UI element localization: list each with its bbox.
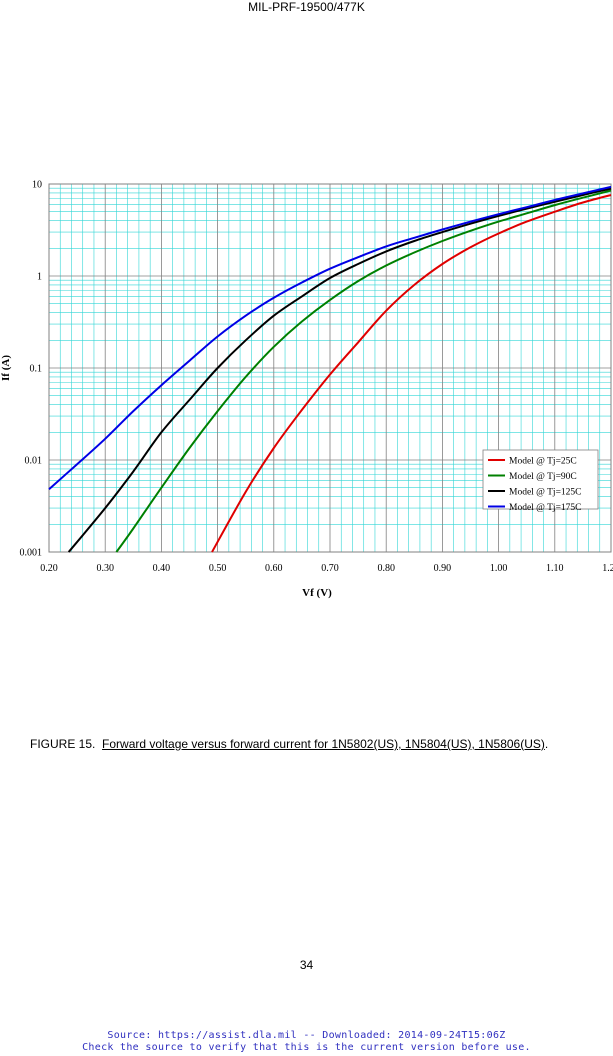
figure-title-period: . [544, 737, 549, 751]
x-tick-label: 0.80 [377, 563, 395, 574]
source-line: Source: https://assist.dla.mil -- Downlo… [107, 1030, 506, 1041]
figure-label: FIGURE 15. [30, 737, 96, 751]
plot-frame [48, 183, 612, 553]
legend-entry: Model @ Tj=125C [509, 488, 582, 498]
legend: Model @ Tj=25C Model @ Tj=90C Model @ Tj=1… [482, 449, 599, 513]
series-line-4 [48, 185, 612, 491]
y-tick-label: 10 [32, 180, 42, 191]
y-tick-label: 0.01 [25, 456, 43, 467]
y-axis-label: If (A) [0, 355, 12, 381]
x-tick-label: 0.70 [321, 563, 339, 574]
figure-title: Forward voltage versus forward current f… [102, 737, 545, 751]
series-line-1 [211, 194, 612, 553]
legend-entry: Model @ Tj=175C [509, 503, 582, 513]
figure-caption: FIGURE 15. Forward voltage versus forwar… [30, 737, 613, 751]
x-axis-label: Vf (V) [302, 587, 332, 599]
x-tick-label: 0.60 [265, 563, 283, 574]
y-tick-label: 1 [37, 272, 42, 283]
x-tick-label: 0.30 [96, 563, 114, 574]
x-tick-label: 0.90 [434, 563, 452, 574]
series-line-3 [67, 187, 612, 553]
document-id-header: MIL-PRF-19500/477K [248, 0, 365, 14]
series-line-2 [115, 189, 612, 553]
forward-voltage-chart: 0.20 0.30 0.40 0.50 0.60 0.70 0.80 0.90 1.00 1.10… [0, 180, 613, 600]
x-tick-label: 0.50 [209, 563, 227, 574]
x-tick-labels: 0.20 0.30 0.40 0.50 0.60 0.70 0.80 0.90 1.00 1.10… [40, 563, 613, 574]
x-tick-label: 0.40 [153, 563, 171, 574]
x-tick-label: 1.10 [546, 563, 564, 574]
legend-entry: Model @ Tj=90C [509, 472, 577, 482]
y-tick-label: 0.001 [20, 548, 43, 559]
source-footer: Source: https://assist.dla.mil -- Downlo… [0, 1030, 613, 1054]
x-tick-label: 1.00 [490, 563, 508, 574]
y-tick-label: 0.1 [30, 364, 43, 375]
x-tick-label: 0.20 [40, 563, 58, 574]
x-tick-label: 1.20 [602, 563, 613, 574]
series-layer [48, 185, 612, 553]
legend-entry: Model @ Tj=25C [509, 457, 577, 467]
page-number: 34 [299, 958, 314, 972]
verify-line: Check the source to verify that this is … [82, 1042, 531, 1053]
y-tick-labels: 0.001 0.01 0.1 1 10 [20, 180, 43, 559]
